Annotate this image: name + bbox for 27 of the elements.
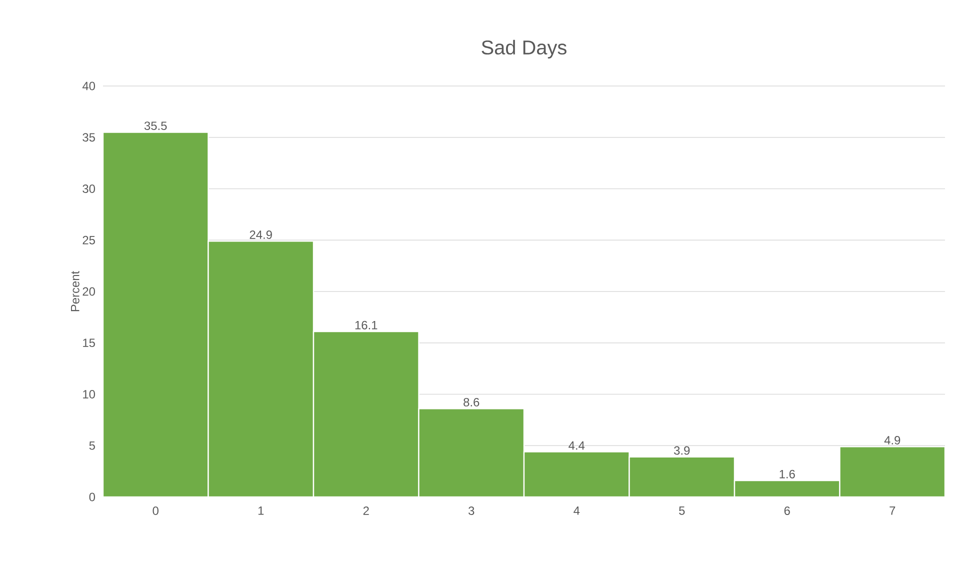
chart-title: Sad Days [482,40,566,59]
x-tick-label: 1 [258,506,264,515]
data-label: 1.6 [780,470,795,478]
x-tick-label: 2 [363,506,369,515]
x-tick-label: 5 [679,506,685,515]
x-tick-label: 3 [468,506,474,515]
data-label: 8.6 [464,398,480,406]
data-label: 16.1 [355,320,378,330]
y-tick-label: 5 [89,441,95,450]
y-tick-label: 15 [83,338,95,348]
y-tick-label: 35 [82,133,95,142]
y-tick-label: 40 [82,82,96,90]
x-tick-label: 0 [152,506,158,515]
data-label: 4.9 [884,436,900,444]
y-tick-label: 0 [89,492,96,502]
data-label: 35.5 [144,122,167,130]
x-tick-label: 4 [574,506,580,515]
x-tick-label: 7 [890,506,896,515]
y-tick-label: 20 [82,287,96,296]
y-axis-title: Percent [71,270,80,312]
x-tick-label: 6 [784,506,790,515]
data-label: 3.9 [674,446,690,455]
y-tick-label: 30 [82,184,96,193]
y-tick-label: 10 [83,390,96,398]
data-label: 4.4 [568,441,585,450]
y-tick-label: 25 [82,236,95,244]
data-label: 24.9 [250,230,272,239]
